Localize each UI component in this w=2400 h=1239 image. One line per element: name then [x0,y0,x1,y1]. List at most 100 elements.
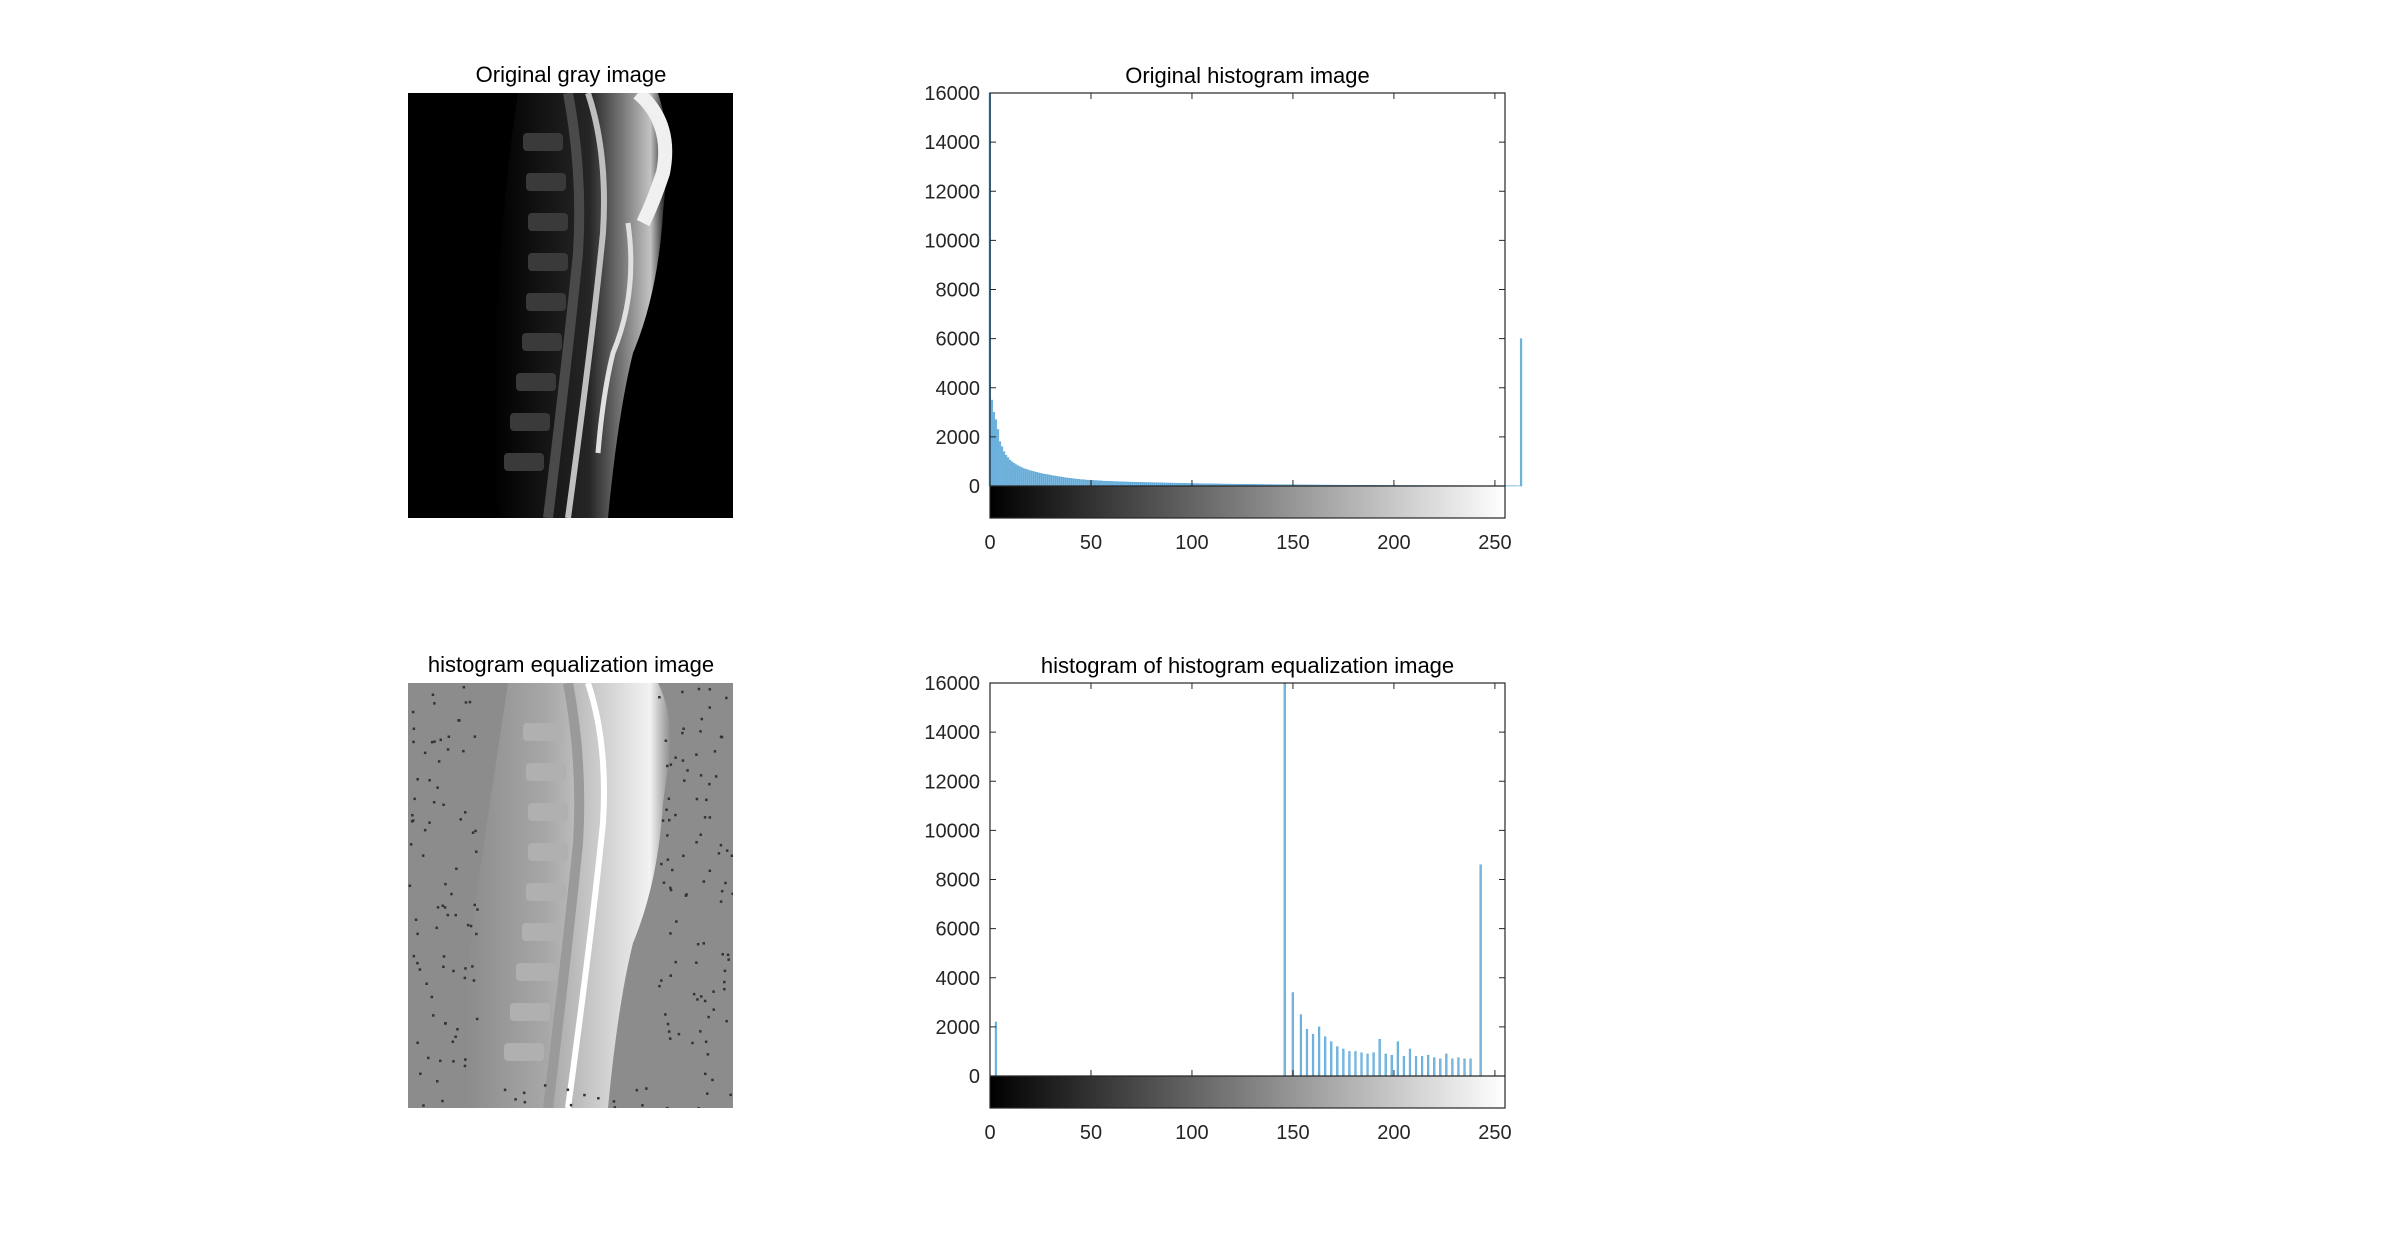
noise-speckle [475,932,478,936]
noise-speckle [436,906,440,909]
histogram-bar [1324,1036,1327,1077]
noise-speckle [464,701,468,704]
noise-speckle [476,908,479,911]
noise-speckle [428,779,431,782]
noise-speckle [475,850,478,853]
x-tick-label: 100 [1175,532,1208,554]
histogram-bar [1457,1057,1460,1077]
noise-speckle [669,763,673,766]
noise-speckle [666,858,670,861]
noise-speckle [414,918,418,921]
noise-speckle [669,932,672,935]
noise-speckle [430,740,434,744]
equalized-mri-image [408,683,733,1108]
noise-speckle [463,1064,467,1068]
noise-speckle [711,1078,714,1082]
noise-speckle [411,814,414,817]
noise-speckle [660,979,663,982]
noise-speckle [697,1107,700,1108]
noise-speckle [664,739,668,742]
histogram-bar [1469,1058,1472,1077]
noise-speckle [669,974,672,977]
x-tick-label: 0 [984,1122,995,1144]
noise-speckle [696,943,700,946]
noise-speckle [702,942,705,945]
y-tick-label: 2000 [936,427,981,449]
noise-speckle [725,1019,728,1023]
noise-speckle [473,903,476,907]
y-tick-label: 6000 [936,919,981,941]
histogram-bar [1283,682,1286,1077]
histogram-bar [1479,864,1482,1077]
histogram-bar [1384,1053,1387,1077]
noise-speckle [409,843,413,846]
x-tick-label: 150 [1276,1122,1309,1144]
y-tick-label: 14000 [924,722,980,744]
noise-speckle [723,980,726,984]
noise-speckle [696,998,699,1001]
noise-speckle [427,1056,430,1060]
noise-speckle [457,719,460,722]
histogram-bar [1360,1052,1363,1077]
noise-speckle [708,688,712,691]
noise-speckle [713,750,717,753]
histogram-bar [1336,1046,1339,1077]
x-tick-label: 200 [1377,1122,1410,1144]
noise-speckle [726,953,730,957]
noise-speckle [665,808,668,811]
noise-speckle [437,760,441,763]
x-tick-label: 250 [1478,532,1511,554]
noise-speckle [684,894,688,897]
noise-speckle [442,803,445,806]
noise-speckle [719,843,723,847]
grayscale-colorbar [990,1076,1505,1108]
noise-speckle [705,798,708,802]
axes-box [989,682,1506,1109]
noise-speckle [419,1072,422,1075]
equalized-image-title: histogram equalization image [427,652,715,677]
histogram-bar [994,1021,998,1077]
noise-speckle [704,1040,708,1043]
noise-speckle [613,1106,617,1108]
noise-speckle [441,1099,444,1103]
noise-speckle [408,884,412,887]
noise-speckle [699,730,702,733]
axes-box [989,92,1506,519]
noise-speckle [452,1060,455,1063]
noise-speckle [645,1087,648,1090]
histogram-bar [1420,1056,1424,1077]
noise-speckle [416,1041,419,1044]
y-tick-label: 10000 [924,820,980,842]
noise-speckle [439,1059,442,1063]
chart-title: histogram of histogram equalization imag… [1041,653,1454,678]
noise-speckle [416,932,419,936]
noise-speckle [712,990,715,993]
y-tick-label: 12000 [924,771,980,793]
x-tick-label: 0 [984,532,995,554]
noise-speckle [428,821,431,824]
noise-speckle [703,999,707,1003]
noise-speckle [692,992,696,996]
histogram-bar [1414,1056,1418,1077]
noise-speckle [681,731,684,735]
noise-speckle [719,900,723,903]
noise-speckle [435,926,438,930]
noise-speckle [725,696,728,700]
noise-speckle [411,710,415,714]
noise-speckle [667,1030,671,1033]
y-tick-label: 4000 [936,378,981,400]
y-tick-label: 14000 [924,132,980,154]
noise-speckle [416,778,419,781]
x-tick-label: 50 [1080,1122,1102,1144]
noise-speckle [666,1106,669,1108]
noise-speckle [666,834,669,837]
noise-speckle [459,818,462,821]
noise-speckle [724,881,727,885]
noise-speckle [416,961,419,965]
noise-speckle [700,995,703,998]
histogram-bar [1330,1041,1333,1077]
original-image-title: Original gray image [475,62,667,87]
noise-speckle [471,965,474,968]
noise-speckle [691,1041,694,1045]
